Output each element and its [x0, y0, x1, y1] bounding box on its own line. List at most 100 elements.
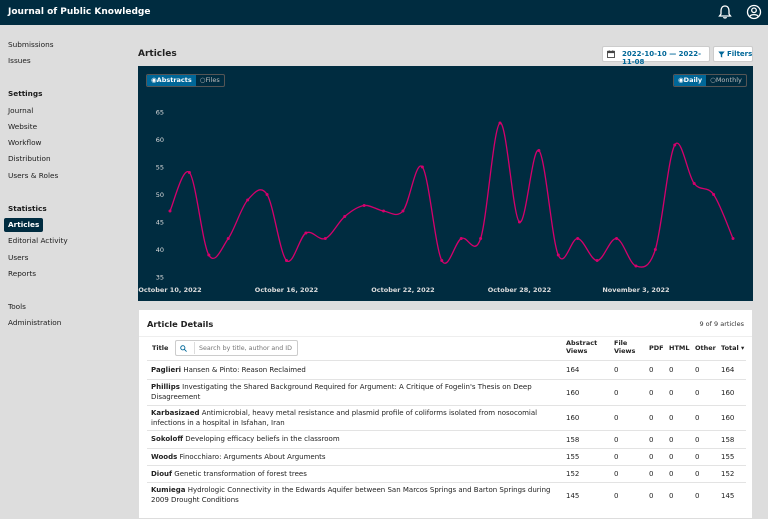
data-point[interactable] [187, 171, 191, 174]
data-point[interactable] [556, 253, 560, 257]
cell-total: 164 [721, 366, 735, 374]
cell-abstract: 160 [566, 414, 580, 422]
sidebar-item-administration[interactable]: Administration [8, 318, 62, 327]
article-title[interactable]: Investigating the Shared Background Requ… [151, 383, 532, 401]
sidebar-item-issues[interactable]: Issues [8, 56, 31, 65]
data-point[interactable] [207, 253, 211, 257]
col-header-total[interactable]: Total ▾ [721, 344, 745, 352]
toggle-monthly[interactable]: Monthly [706, 75, 746, 86]
data-point[interactable] [498, 121, 502, 125]
cell-html: 0 [669, 453, 674, 461]
user-account-icon[interactable] [746, 4, 762, 20]
data-point[interactable] [595, 259, 599, 262]
sidebar-item-users-roles[interactable]: Users & Roles [8, 171, 59, 180]
search-input[interactable] [194, 342, 294, 354]
notifications-bell-icon[interactable] [717, 4, 733, 20]
toggle-files[interactable]: Files [196, 75, 224, 86]
cell-html: 0 [669, 470, 674, 478]
sidebar-item-website[interactable]: Website [8, 122, 38, 131]
data-point[interactable] [382, 209, 386, 213]
y-tick-label: 55 [156, 164, 164, 172]
data-point[interactable] [420, 165, 424, 169]
x-tick-label: November 3, 2022 [602, 286, 669, 294]
article-title[interactable]: Hansen & Pinto: Reason Reclaimed [183, 365, 306, 374]
data-point[interactable] [537, 149, 541, 152]
article-title[interactable]: Antimicrobial, heavy metal resistance an… [151, 409, 538, 427]
toggle-daily[interactable]: Daily [674, 75, 707, 86]
data-point[interactable] [712, 193, 716, 196]
data-point[interactable] [731, 237, 735, 240]
app-title[interactable]: Journal of Public Knowledge [8, 7, 151, 17]
sidebar-item-submissions[interactable]: Submissions [8, 40, 54, 49]
data-point[interactable] [517, 220, 521, 224]
col-header-title[interactable]: Title [152, 344, 169, 352]
series-line [169, 122, 734, 268]
article-title-cell: Diouf Genetic transformation of forest t… [151, 470, 557, 480]
article-title-cell: Karbasizaed Antimicrobial, heavy metal r… [151, 409, 557, 428]
data-point[interactable] [634, 264, 638, 268]
article-title[interactable]: Hydrologic Connectivity in the Edwards A… [151, 486, 551, 504]
article-title[interactable]: Developing efficacy beliefs in the class… [185, 435, 340, 443]
data-point[interactable] [323, 237, 327, 240]
data-point[interactable] [479, 237, 483, 240]
page-title: Articles [138, 49, 177, 59]
sidebar-item-distribution[interactable]: Distribution [8, 154, 51, 163]
cell-html: 0 [669, 414, 674, 422]
data-point[interactable] [246, 198, 250, 202]
data-point[interactable] [362, 204, 366, 207]
date-range-button[interactable]: 2022-10-10 — 2022-11-08 [602, 46, 710, 66]
table-row[interactable]: Kumiega Hydrologic Connectivity in the E… [147, 482, 746, 508]
table-row[interactable]: Woods Finocchiaro: Arguments About Argum… [147, 448, 746, 465]
col-header-pdf[interactable]: PDF [649, 344, 664, 352]
cell-pdf: 0 [649, 491, 654, 500]
data-point[interactable] [615, 237, 619, 240]
article-author: Woods [151, 452, 178, 461]
y-tick-label: 50 [156, 191, 164, 199]
cell-file: 0 [614, 491, 619, 500]
table-row[interactable]: Paglieri Hansen & Pinto: Reason Reclaime… [147, 360, 746, 379]
search-icon [180, 345, 187, 352]
data-point[interactable] [226, 237, 230, 240]
data-point[interactable] [576, 237, 580, 240]
cell-total: 152 [721, 470, 735, 478]
sidebar-item-journal[interactable]: Journal [8, 106, 34, 115]
cell-other: 0 [695, 414, 700, 422]
article-title[interactable]: Finocchiaro: Arguments About Arguments [179, 452, 326, 461]
col-header-abstract-views[interactable]: Abstract Views [566, 339, 598, 355]
data-point[interactable] [265, 193, 269, 196]
table-row[interactable]: Diouf Genetic transformation of forest t… [147, 465, 746, 482]
data-point[interactable] [304, 231, 308, 235]
sidebar-item-articles[interactable]: Articles [4, 218, 44, 232]
table-row[interactable]: Karbasizaed Antimicrobial, heavy metal r… [147, 405, 746, 430]
data-point[interactable] [168, 209, 172, 213]
article-title[interactable]: Genetic transformation of forest trees [174, 469, 307, 478]
article-author: Paglieri [151, 365, 182, 374]
filters-button[interactable]: Filters [713, 46, 753, 62]
sidebar-item-reports[interactable]: Reports [8, 269, 36, 278]
col-header-html[interactable]: HTML [669, 344, 690, 352]
data-point[interactable] [459, 237, 463, 240]
article-author: Diouf [151, 469, 173, 478]
toggle-abstracts[interactable]: Abstracts [147, 75, 196, 86]
data-point[interactable] [401, 209, 405, 213]
data-point[interactable] [653, 248, 657, 251]
data-point[interactable] [673, 143, 677, 147]
cell-abstract: 158 [566, 435, 580, 444]
data-point[interactable] [284, 259, 288, 262]
chart-panel: Abstracts Files Daily Monthly 35 40 45 50 55… [138, 66, 753, 301]
sidebar-item-users[interactable]: Users [8, 253, 29, 262]
article-search[interactable] [175, 340, 298, 356]
table-row[interactable]: Phillips Investigating the Shared Backgr… [147, 379, 746, 405]
cell-abstract: 155 [566, 453, 580, 461]
filters-label: Filters [727, 50, 753, 58]
sidebar-item-workflow[interactable]: Workflow [8, 138, 42, 147]
table-row[interactable]: Sokoloff Developing efficacy beliefs in … [147, 430, 746, 448]
data-point[interactable] [440, 259, 444, 262]
data-point[interactable] [343, 215, 347, 218]
col-header-file-views[interactable]: File Views [614, 339, 636, 355]
data-point[interactable] [692, 182, 696, 185]
cell-abstract: 164 [566, 366, 580, 374]
col-header-other[interactable]: Other [695, 344, 716, 352]
sidebar-item-editorial-activity[interactable]: Editorial Activity [8, 236, 68, 245]
sidebar-item-tools[interactable]: Tools [8, 302, 26, 311]
